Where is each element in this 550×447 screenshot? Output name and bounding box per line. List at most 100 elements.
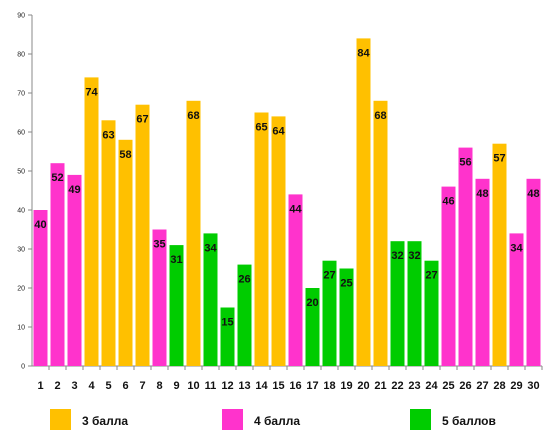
x-tick-label: 24	[425, 380, 438, 392]
y-tick-label: 30	[17, 247, 25, 254]
data-label-7: 67	[136, 114, 148, 126]
x-tick-label: 9	[173, 380, 179, 392]
y-tick-label: 90	[17, 13, 25, 20]
bars	[33, 38, 541, 367]
x-tick-label: 4	[88, 380, 95, 392]
x-tick-label: 17	[306, 380, 318, 392]
x-tick-label: 5	[105, 380, 111, 392]
data-label-5: 63	[102, 129, 114, 141]
bar-3	[67, 174, 82, 366]
data-label-26: 56	[459, 157, 471, 169]
data-label-4: 74	[85, 86, 98, 98]
legend: 3 балла 4 балла 5 баллов	[50, 409, 496, 430]
data-label-27: 48	[476, 188, 488, 200]
bar-8	[152, 229, 167, 366]
legend-label: 4 балла	[254, 414, 300, 428]
y-axis: 0 10 20 30 40 50 60 70 80 90	[17, 13, 33, 371]
data-label-13: 26	[238, 274, 250, 286]
bar-9	[169, 245, 184, 366]
data-label-16: 44	[289, 203, 302, 215]
bar-16	[288, 194, 303, 366]
data-label-6: 58	[119, 149, 131, 161]
bar-4	[84, 77, 99, 367]
bar-25	[441, 186, 456, 366]
x-tick-label: 11	[205, 380, 217, 392]
bar-17	[305, 288, 320, 366]
x-tick-label: 3	[71, 380, 77, 392]
bar-23	[407, 241, 422, 366]
data-label-22: 32	[391, 250, 403, 262]
y-tick-label: 80	[17, 52, 25, 59]
data-label-1: 40	[34, 219, 46, 231]
bar-20	[356, 38, 371, 367]
bar-12	[220, 307, 235, 366]
x-tick-label: 18	[323, 380, 335, 392]
bar-30	[526, 178, 541, 366]
bar-14	[254, 112, 269, 366]
bar-13	[237, 264, 252, 366]
x-tick-label: 14	[255, 380, 268, 392]
bar-11	[203, 233, 218, 366]
y-tick-label: 60	[17, 130, 25, 137]
x-tick-label: 16	[289, 380, 301, 392]
bar-15	[271, 116, 286, 367]
data-label-8: 35	[153, 239, 165, 251]
data-label-18: 27	[323, 270, 335, 282]
x-tick-label: 19	[340, 380, 352, 392]
data-label-24: 27	[425, 270, 437, 282]
legend-label: 3 балла	[82, 414, 128, 428]
bar-6	[118, 139, 133, 366]
x-tick-label: 13	[238, 380, 250, 392]
bar-10	[186, 100, 201, 367]
y-tick-label: 40	[17, 208, 25, 215]
bar-1	[33, 210, 48, 366]
data-label-28: 57	[493, 153, 505, 165]
legend-label: 5 баллов	[442, 414, 496, 428]
data-label-19: 25	[340, 278, 352, 290]
legend-swatch	[50, 409, 71, 430]
bar-2	[50, 163, 65, 366]
y-tick-label: 70	[17, 91, 25, 98]
data-label-25: 46	[442, 196, 454, 208]
data-label-15: 64	[272, 125, 285, 137]
y-tick-label: 0	[21, 364, 25, 371]
bar-27	[475, 178, 490, 366]
bar-21	[373, 100, 388, 367]
x-tick-label: 25	[442, 380, 454, 392]
x-tick-label: 30	[527, 380, 539, 392]
y-tick-label: 10	[17, 325, 25, 332]
x-tick-label: 8	[156, 380, 162, 392]
x-tick-label: 10	[187, 380, 199, 392]
x-tick-label: 27	[476, 380, 488, 392]
data-label-10: 68	[187, 110, 199, 122]
bar-7	[135, 104, 150, 366]
x-tick-label: 29	[510, 380, 522, 392]
data-label-14: 65	[255, 122, 267, 134]
y-tick-label: 20	[17, 286, 25, 293]
x-tick-label: 23	[408, 380, 420, 392]
x-axis: 1 2 3 4 5 6 7 8 9 10 11 12 13 14 15 16 17 18 19 20 21 22 23 24 2…	[32, 365, 543, 392]
x-tick-label: 7	[139, 380, 145, 392]
data-label-12: 15	[221, 317, 233, 329]
x-tick-label: 21	[374, 380, 386, 392]
bar-28	[492, 143, 507, 366]
data-label-9: 31	[170, 254, 182, 266]
data-labels: 40 52 49 74 63 58 67 35 31 68 34 15 26 65 64 44 20 27 25 84…	[34, 47, 539, 328]
data-label-21: 68	[374, 110, 386, 122]
data-label-20: 84	[357, 47, 370, 59]
data-label-11: 34	[204, 242, 217, 254]
x-tick-label: 1	[37, 380, 43, 392]
bar-19	[339, 268, 354, 366]
bar-22	[390, 241, 405, 366]
data-label-23: 32	[408, 250, 420, 262]
bar-5	[101, 120, 116, 366]
data-label-17: 20	[306, 297, 318, 309]
data-label-2: 52	[51, 172, 63, 184]
data-label-29: 34	[510, 242, 523, 254]
bar-24	[424, 260, 439, 366]
x-tick-label: 22	[391, 380, 403, 392]
legend-swatch	[410, 409, 431, 430]
y-tick-label: 50	[17, 169, 25, 176]
x-tick-label: 12	[221, 380, 233, 392]
